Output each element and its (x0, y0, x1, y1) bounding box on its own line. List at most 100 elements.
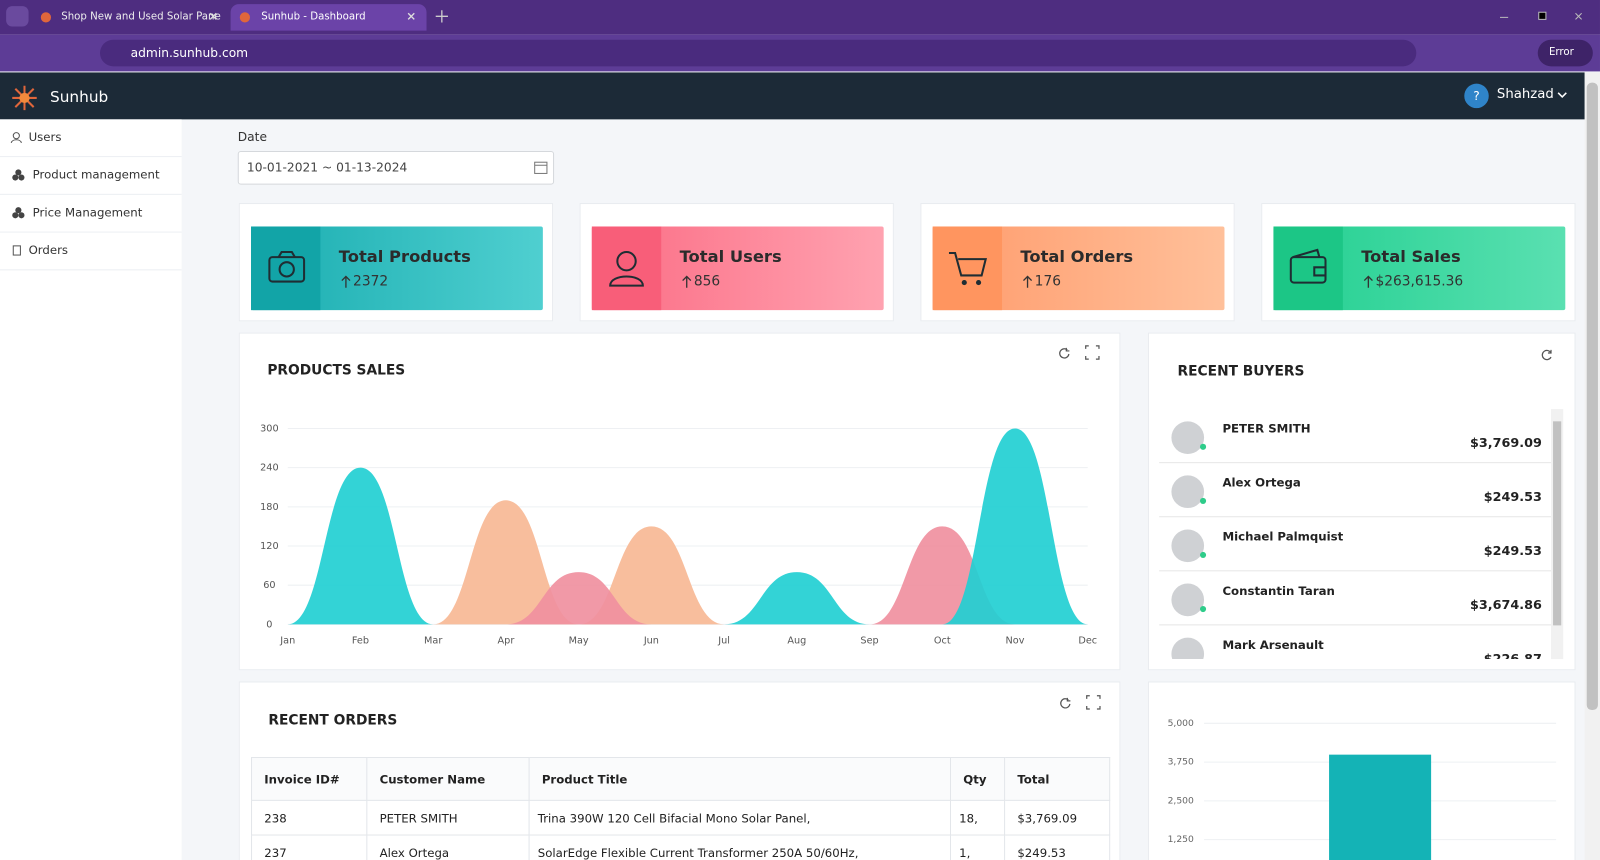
tab[interactable]: Sunhub - Dashboard (230, 4, 427, 31)
order-row[interactable]: 237 Alex Ortega SolarEdge Flexible Curre… (251, 834, 1111, 860)
buyer-amount: $226.87 (1483, 650, 1542, 660)
x-tick-label: Jun (643, 636, 659, 647)
cell: PETER SMITH (366, 799, 530, 836)
column-header: Qty (949, 756, 1006, 801)
bar-chart: 1,250 2,500 3,750 5,000 (1168, 718, 1557, 860)
stat-card: Total Products 2372 (238, 203, 554, 322)
buyer-amount: $249.53 (1483, 488, 1542, 504)
stat-card: Total Orders 176 (920, 203, 1235, 322)
column-header: Product Title (528, 756, 952, 801)
x-tick-label: Mar (424, 636, 442, 647)
stat-title: Total Orders (1020, 246, 1134, 267)
cell: 237 (251, 834, 368, 860)
profile-button[interactable]: Error (1537, 39, 1593, 67)
buyer-name: Mark Arsenault (1222, 637, 1324, 652)
buyers-list: PETER SMITH $3,769.09 Alex Ortega $249.53 … (1149, 409, 1557, 660)
nav-item[interactable]: Product management (0, 157, 182, 195)
buyer-name: Constantin Taran (1222, 583, 1335, 598)
user-menu[interactable]: Shahzad (1496, 86, 1554, 103)
stat-card: Total Sales $263,615.36 (1261, 203, 1576, 322)
y-tick-label: 240 (260, 463, 279, 474)
column-header: Customer Name (366, 756, 530, 801)
scrollbar[interactable] (1584, 72, 1600, 860)
help-button[interactable]: ? (1464, 83, 1489, 109)
y-tick-label: 300 (260, 423, 279, 434)
y-tick-label: 0 (266, 619, 272, 630)
buyer-amount: $3,674.86 (1469, 596, 1542, 613)
stat-banner: Total Users 856 (591, 226, 884, 311)
cell: Trina 390W 120 Cell Bifacial Mono Solar … (528, 799, 952, 836)
sidebar (0, 119, 182, 860)
calendar-icon (534, 161, 548, 174)
tab[interactable]: Shop New and Used Solar Pane (61, 11, 221, 23)
buyer-name: PETER SMITH (1222, 421, 1311, 436)
column-header: Invoice ID# (251, 756, 368, 801)
stat-title: Total Users (679, 246, 782, 267)
nav-item[interactable]: Orders (0, 233, 182, 271)
stat-title: Total Products (338, 246, 471, 267)
x-tick-label: Dec (1078, 636, 1097, 647)
y-tick-label: 180 (260, 502, 279, 513)
card-actions[interactable] (1056, 693, 1107, 713)
stat-value: 176 (1034, 273, 1061, 290)
x-tick-label: Jan (279, 636, 295, 647)
nav-item[interactable]: Users (0, 119, 182, 158)
y-tick-label: 60 (263, 580, 275, 591)
buyer-row[interactable]: PETER SMITH $3,769.09 (1159, 409, 1553, 464)
buyer-row[interactable]: Alex Ortega $249.53 (1159, 463, 1553, 518)
list-scrollbar[interactable] (1551, 409, 1564, 660)
buyer-amount: $249.53 (1483, 542, 1542, 559)
cell: 238 (251, 799, 368, 836)
cell: $3,769.09 (1004, 799, 1111, 836)
y-tick-label: 120 (260, 541, 279, 552)
cell: SolarEdge Flexible Current Transformer 2… (528, 834, 952, 860)
buyer-row[interactable]: Mark Arsenault $226.87 (1159, 625, 1552, 660)
cell: 18, (949, 799, 1006, 836)
stat-value: 2372 (353, 273, 389, 290)
buyer-name: Alex Ortega (1222, 475, 1301, 490)
x-tick-label: Apr (498, 636, 515, 647)
chevron (1557, 92, 1567, 99)
bar (1329, 754, 1432, 860)
area (287, 428, 1088, 625)
cell: Alex Ortega (366, 834, 530, 860)
stat-card: Total Users 856 (579, 203, 894, 322)
x-tick-label: Jul (717, 636, 730, 647)
x-tick-label: May (569, 636, 589, 647)
date-range-input[interactable]: 10-01-2021 ~ 01-13-2024 (237, 150, 555, 185)
card-title: RECENT BUYERS (1177, 363, 1305, 380)
nav-item[interactable]: Price Management (0, 195, 182, 233)
stat-title: Total Sales (1361, 246, 1461, 267)
buyer-row[interactable]: Michael Palmquist $249.53 (1159, 517, 1553, 572)
x-tick-label: Sep (860, 636, 878, 647)
order-row[interactable]: 238 PETER SMITH Trina 390W 120 Cell Bifa… (251, 799, 1111, 836)
refresh-icon[interactable] (1539, 346, 1555, 362)
stat-value: $263,615.36 (1375, 273, 1464, 290)
y-tick-label: 1,250 (1168, 834, 1194, 845)
brand: Sunhub (49, 87, 109, 107)
y-tick-label: 2,500 (1168, 795, 1194, 806)
stat-banner: Total Sales $263,615.36 (1273, 226, 1566, 311)
x-tick-label: Feb (352, 636, 369, 647)
cell: 1, (949, 834, 1006, 860)
stat-banner: Total Orders 176 (932, 226, 1225, 311)
stat-value: 856 (693, 273, 721, 290)
orders-table: Invoice ID# Customer Name Product Title … (251, 756, 1111, 860)
card-title: RECENT ORDERS (268, 712, 398, 729)
column-header: Total (1004, 756, 1111, 801)
cell: $249.53 (1004, 834, 1111, 860)
area (287, 500, 1088, 625)
buyer-name: Michael Palmquist (1222, 529, 1344, 544)
url-field[interactable]: admin.sunhub.com (99, 39, 1417, 67)
buyers-card: RECENT BUYERS PETER SMITH $3,769.09 Alex … (1147, 332, 1576, 671)
orders-card: RECENT ORDERS Invoice ID# Customer Name … (238, 681, 1121, 860)
buyer-row[interactable]: Constantin Taran $3,674.86 (1159, 571, 1553, 626)
y-tick-label: 5,000 (1168, 718, 1194, 729)
buyer-amount: $3,769.09 (1469, 434, 1542, 450)
card-actions[interactable] (1059, 345, 1100, 360)
area (287, 526, 1088, 625)
tab-menu[interactable] (6, 6, 29, 27)
logo (12, 85, 37, 111)
